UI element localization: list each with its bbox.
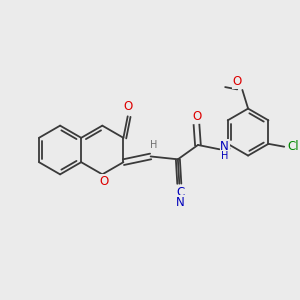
Text: O: O — [99, 175, 108, 188]
Text: O: O — [192, 110, 201, 123]
Text: H: H — [221, 151, 228, 160]
Text: O: O — [232, 75, 242, 88]
Text: N: N — [176, 196, 185, 209]
Text: N: N — [220, 140, 229, 153]
Text: H: H — [150, 140, 157, 150]
Text: O: O — [123, 100, 132, 113]
Text: Cl: Cl — [287, 140, 298, 153]
Text: C: C — [177, 186, 185, 199]
